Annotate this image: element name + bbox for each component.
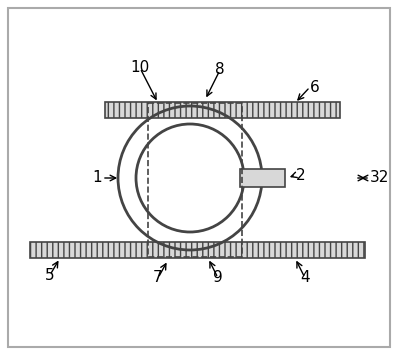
Text: 5: 5 [45, 268, 55, 283]
Bar [30, 242, 365, 258]
Bar [148, 103, 242, 257]
Bar [240, 169, 285, 187]
Text: 9: 9 [213, 271, 223, 285]
Text: 1: 1 [92, 170, 102, 186]
Text: 2: 2 [296, 168, 306, 182]
Text: 8: 8 [215, 62, 225, 77]
Text: 7: 7 [153, 271, 163, 285]
Bar [105, 102, 340, 118]
Bar [105, 102, 340, 118]
Bar [30, 242, 365, 258]
Text: 4: 4 [300, 271, 310, 285]
Text: 6: 6 [310, 80, 320, 94]
Text: 32: 32 [370, 170, 389, 186]
Text: 10: 10 [131, 60, 150, 76]
